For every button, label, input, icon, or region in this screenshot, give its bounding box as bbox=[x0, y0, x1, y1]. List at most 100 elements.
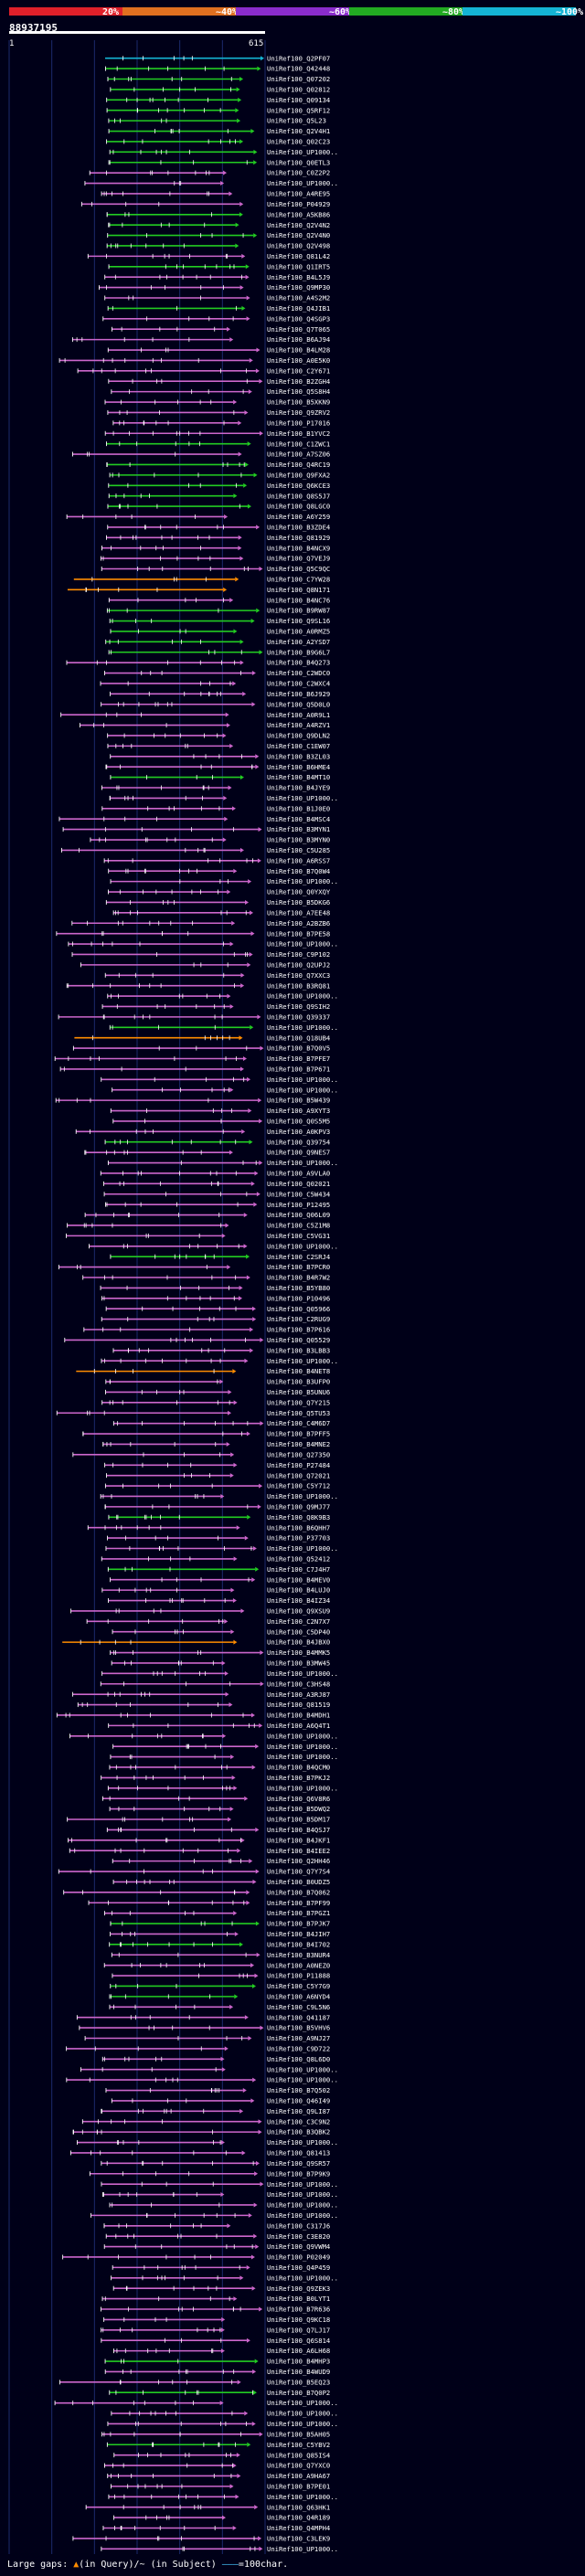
hit-arrow-icon bbox=[239, 660, 244, 665]
hit-label: UniRef100_Q4RC19 bbox=[267, 461, 330, 469]
hit-arrow-icon bbox=[240, 1838, 245, 1843]
hit-row: UniRef100_Q9KC18 bbox=[103, 2316, 330, 2324]
hit-arrow-icon bbox=[226, 723, 230, 728]
hit-arrow-icon bbox=[259, 2432, 263, 2437]
hit-arrow-icon bbox=[229, 1003, 234, 1009]
hit-label: UniRef100_UP1000.. bbox=[267, 1159, 338, 1167]
hit-arrow-icon bbox=[257, 66, 261, 71]
hit-arrow-icon bbox=[246, 316, 250, 322]
hit-label: UniRef100_UP1000.. bbox=[267, 794, 338, 802]
hit-row: UniRef100_C4M6D7 bbox=[112, 1419, 330, 1427]
hit-row: UniRef100_Q2PF07 bbox=[105, 54, 330, 62]
hit-arrow-icon bbox=[232, 681, 237, 686]
hit-label: UniRef100_B4L5J9 bbox=[267, 273, 330, 281]
hit-arrow-icon bbox=[260, 1337, 264, 1342]
hit-arrow-icon bbox=[258, 827, 262, 832]
hit-label: UniRef100_A4RZV1 bbox=[267, 721, 330, 729]
hit-arrow-icon bbox=[244, 1358, 249, 1363]
hit-label: UniRef100_Q85IS4 bbox=[267, 2451, 330, 2459]
hit-row: UniRef100_B7P9K9 bbox=[89, 2169, 330, 2178]
hit-label: UniRef100_B0LYT1 bbox=[267, 2295, 330, 2303]
hit-label: UniRef100_UP1000.. bbox=[267, 1242, 338, 1250]
hit-row: UniRef100_Q5C9QC bbox=[101, 565, 330, 573]
hit-row: UniRef100_UP1000.. bbox=[111, 2274, 338, 2282]
hit-row: UniRef100_B3MW45 bbox=[111, 1659, 330, 1668]
hit-row: UniRef100_B6HME4 bbox=[105, 763, 330, 771]
hit-arrow-icon bbox=[233, 399, 238, 405]
hit-row: UniRef100_Q5D0L0 bbox=[101, 700, 330, 708]
hit-label: UniRef100_B6J929 bbox=[267, 690, 330, 698]
hit-row: UniRef100_B5EQ23 bbox=[59, 2378, 330, 2386]
hit-arrow-icon bbox=[252, 2369, 257, 2374]
hit-row: UniRef100_A0E5K0 bbox=[58, 356, 330, 365]
hit-arrow-icon bbox=[239, 639, 244, 644]
hit-row: UniRef100_B4NET8 bbox=[76, 1367, 330, 1375]
hit-arrow-icon bbox=[229, 1702, 233, 1708]
hit-label: UniRef100_A5KB86 bbox=[267, 210, 330, 218]
hit-row: UniRef100_Q7Y215 bbox=[101, 1398, 330, 1406]
hit-row: UniRef100_B5DKG6 bbox=[105, 898, 330, 906]
hit-arrow-icon bbox=[229, 743, 234, 748]
hit-label: UniRef100_B3MYN0 bbox=[267, 836, 330, 844]
hit-label: UniRef100_B5VHV6 bbox=[267, 2024, 330, 2032]
hit-arrow-icon bbox=[222, 1733, 227, 1739]
hit-row: UniRef100_UP1000.. bbox=[109, 2201, 338, 2210]
hit-row: UniRef100_B7PCR0 bbox=[58, 1263, 330, 1271]
hit-label: UniRef100_UP1000.. bbox=[267, 2399, 338, 2407]
hit-row: UniRef100_Q46I49 bbox=[111, 2097, 330, 2105]
hit-arrow-icon bbox=[244, 2015, 249, 2020]
hit-row: UniRef100_UP1000.. bbox=[112, 1086, 338, 1094]
hit-row: UniRef100_B4MHP3 bbox=[104, 2358, 330, 2366]
hit-label: UniRef100_UP1000.. bbox=[267, 1784, 338, 1792]
hit-label: UniRef100_Q52412 bbox=[267, 1555, 330, 1564]
hit-arrow-icon bbox=[259, 2546, 263, 2551]
hit-arrow-icon bbox=[253, 2202, 258, 2208]
hit-row: UniRef100_B4MMK5 bbox=[110, 1648, 330, 1657]
hit-arrow-icon bbox=[227, 326, 231, 332]
hit-label: UniRef100_B7PFE7 bbox=[267, 1055, 330, 1063]
hit-label: UniRef100_B7PE01 bbox=[267, 2482, 330, 2490]
query-id: 88937195 bbox=[9, 22, 58, 34]
hit-arrow-icon bbox=[229, 598, 234, 603]
hit-row: UniRef100_Q72021 bbox=[106, 1471, 330, 1479]
hit-label: UniRef100_A9HA67 bbox=[267, 2472, 330, 2480]
hit-arrow-icon bbox=[221, 1660, 226, 1666]
hit-arrow-icon bbox=[257, 1014, 261, 1020]
hit-row: UniRef100_B5DWQ2 bbox=[109, 1805, 330, 1813]
hit-row: UniRef100_C3LEK9 bbox=[72, 2534, 330, 2542]
hit-label: UniRef100_UP1000.. bbox=[267, 2420, 338, 2428]
hit-row: UniRef100_Q9XSU9 bbox=[70, 1607, 330, 1616]
hit-row: UniRef100_B4JYE9 bbox=[101, 784, 330, 792]
hit-row: UniRef100_Q81413 bbox=[69, 2149, 330, 2157]
hit-arrow-icon bbox=[241, 253, 246, 259]
hit-row: UniRef100_Q7LJ17 bbox=[101, 2326, 330, 2334]
hit-row: UniRef100_B7PE01 bbox=[111, 2482, 330, 2490]
hit-arrow-icon bbox=[257, 858, 261, 864]
hit-arrow-icon bbox=[239, 2108, 244, 2114]
hit-label: UniRef100_B9G6L7 bbox=[267, 648, 330, 656]
hit-label: UniRef100_B7PKJ2 bbox=[267, 1774, 330, 1782]
hit-row: UniRef100_Q4SGP3 bbox=[102, 314, 330, 323]
hit-label: UniRef100_C9P102 bbox=[267, 950, 330, 959]
hit-label: UniRef100_B7PJK7 bbox=[267, 1920, 330, 1928]
hit-row: UniRef100_Q41187 bbox=[76, 2013, 330, 2021]
hit-label: UniRef100_UP1000.. bbox=[267, 1544, 338, 1553]
hit-label: UniRef100_Q81L42 bbox=[267, 252, 330, 260]
hit-label: UniRef100_B4MT10 bbox=[267, 773, 330, 781]
hit-label: UniRef100_Q8K9B3 bbox=[267, 1513, 330, 1521]
hit-arrow-icon bbox=[260, 1045, 264, 1051]
hit-label: UniRef100_Q8S5J7 bbox=[267, 492, 330, 500]
hit-label: UniRef100_B5UNU6 bbox=[267, 1388, 330, 1396]
hit-label: UniRef100_UP1000.. bbox=[267, 1086, 338, 1094]
hit-label: UniRef100_Q5D0L0 bbox=[267, 700, 330, 708]
hit-label: UniRef100_UP1000.. bbox=[267, 1670, 338, 1678]
hit-row: UniRef100_P04929 bbox=[80, 200, 330, 208]
legend-label-4: ~80% bbox=[442, 7, 465, 17]
hit-row: UniRef100_UP1000.. bbox=[100, 1492, 338, 1500]
hit-arrow-icon bbox=[239, 2275, 244, 2281]
hit-row: UniRef100_B6AJ94 bbox=[71, 335, 330, 344]
hit-row: UniRef100_A2BZB6 bbox=[71, 919, 330, 928]
hit-row: UniRef100_UP1000.. bbox=[105, 1544, 338, 1553]
hit-label: UniRef100_Q4R189 bbox=[267, 2514, 330, 2522]
hit-label: UniRef100_B0UDZ5 bbox=[267, 1878, 330, 1886]
